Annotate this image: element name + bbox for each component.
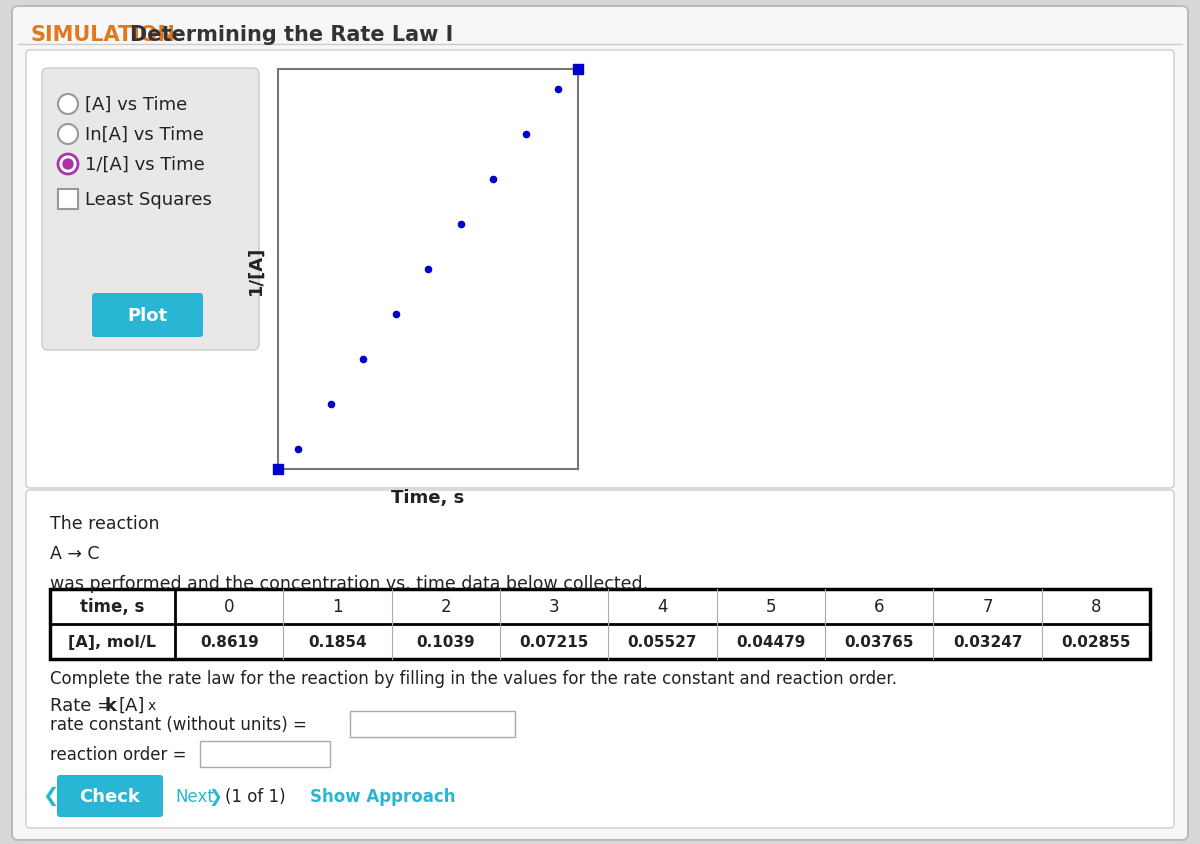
Text: 2: 2: [440, 598, 451, 616]
FancyBboxPatch shape: [42, 69, 259, 350]
Text: Rate =: Rate =: [50, 696, 118, 714]
Text: [A], mol/L: [A], mol/L: [68, 634, 156, 649]
Text: 0.03765: 0.03765: [845, 634, 914, 649]
Text: 0.02855: 0.02855: [1061, 634, 1130, 649]
Text: [A] vs Time: [A] vs Time: [85, 96, 187, 114]
Text: 0.05527: 0.05527: [628, 634, 697, 649]
Text: SIMULATION: SIMULATION: [30, 25, 175, 45]
Text: 0.1039: 0.1039: [416, 634, 475, 649]
Text: 0.04479: 0.04479: [736, 634, 805, 649]
FancyBboxPatch shape: [26, 51, 1174, 489]
Circle shape: [58, 125, 78, 145]
FancyBboxPatch shape: [58, 775, 163, 817]
Text: A → C: A → C: [50, 544, 100, 562]
Text: Least Squares: Least Squares: [85, 191, 212, 208]
Text: ❯: ❯: [208, 787, 222, 805]
Text: x: x: [148, 698, 156, 712]
Circle shape: [64, 160, 73, 170]
Text: Plot: Plot: [127, 306, 167, 325]
Text: 1/[A] vs Time: 1/[A] vs Time: [85, 156, 205, 174]
FancyBboxPatch shape: [26, 490, 1174, 828]
Text: Time, s: Time, s: [391, 489, 464, 506]
Text: time, s: time, s: [80, 598, 145, 616]
Point: [451, 218, 470, 231]
Point: [548, 84, 568, 97]
Bar: [278, 70, 578, 469]
Bar: [200, 741, 330, 767]
Text: Complete the rate law for the reaction by filling in the values for the rate con: Complete the rate law for the reaction b…: [50, 669, 898, 687]
Circle shape: [58, 154, 78, 175]
Text: Check: Check: [79, 787, 140, 805]
Text: was performed and the concentration vs. time data below collected.: was performed and the concentration vs. …: [50, 574, 648, 592]
FancyBboxPatch shape: [58, 190, 78, 210]
Point: [320, 398, 340, 411]
Point: [354, 353, 373, 366]
Text: 0: 0: [224, 598, 234, 616]
FancyBboxPatch shape: [92, 294, 203, 338]
Text: 0.1854: 0.1854: [308, 634, 367, 649]
Point: [484, 173, 503, 187]
Text: In[A] vs Time: In[A] vs Time: [85, 126, 204, 143]
Text: 0.07215: 0.07215: [520, 634, 589, 649]
Text: 0.8619: 0.8619: [199, 634, 258, 649]
Text: The reaction: The reaction: [50, 514, 160, 533]
FancyBboxPatch shape: [12, 7, 1188, 840]
Text: 1/[A]: 1/[A]: [247, 245, 265, 295]
Text: 4: 4: [658, 598, 667, 616]
Bar: [50, 589, 1150, 659]
Text: 5: 5: [766, 598, 776, 616]
Text: Show Approach: Show Approach: [310, 787, 456, 805]
Text: 1: 1: [332, 598, 343, 616]
Bar: [350, 711, 515, 737]
Text: rate constant (without units) =: rate constant (without units) =: [50, 715, 307, 733]
Point: [419, 263, 438, 277]
Text: 0.03247: 0.03247: [953, 634, 1022, 649]
Point: [288, 443, 307, 457]
Text: reaction order =: reaction order =: [50, 745, 186, 763]
Text: 3: 3: [548, 598, 559, 616]
Text: 7: 7: [983, 598, 992, 616]
Text: Next: Next: [175, 787, 214, 805]
Point: [516, 128, 535, 142]
Circle shape: [58, 95, 78, 115]
Text: 6: 6: [874, 598, 884, 616]
Text: k: k: [106, 696, 118, 714]
Text: [A]: [A]: [118, 696, 144, 714]
Text: ❮: ❮: [42, 787, 59, 805]
Point: [386, 308, 406, 322]
Text: 8: 8: [1091, 598, 1102, 616]
Text: Determining the Rate Law I: Determining the Rate Law I: [130, 25, 454, 45]
Text: (1 of 1): (1 of 1): [226, 787, 286, 805]
